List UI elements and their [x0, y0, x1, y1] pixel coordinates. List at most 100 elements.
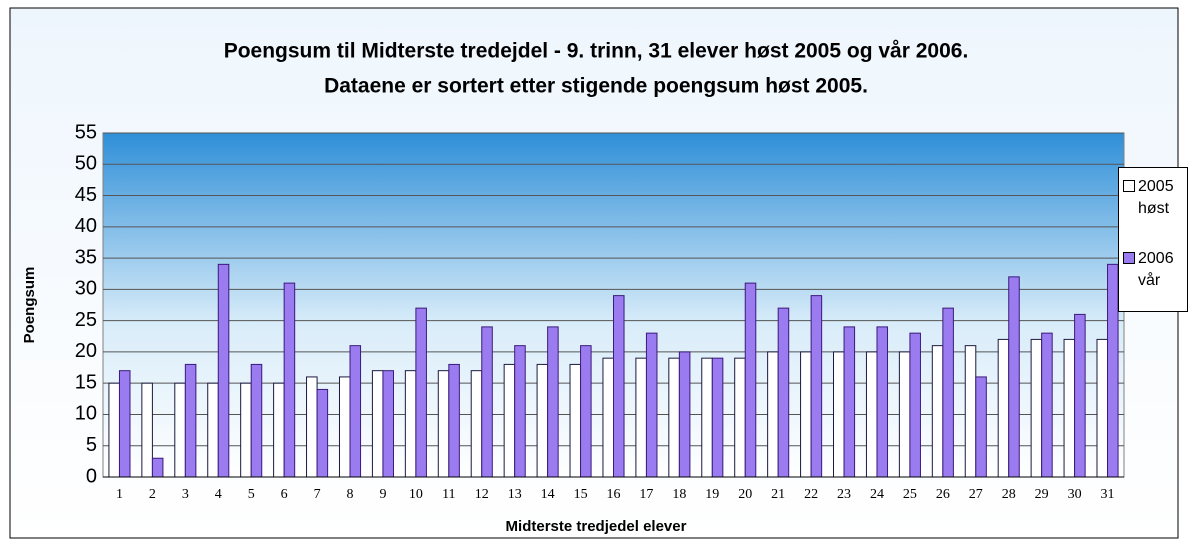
legend-item: 2005 høst	[1123, 176, 1185, 220]
bar	[415, 307, 427, 478]
bar	[338, 376, 351, 478]
bar	[942, 307, 954, 478]
bar	[207, 382, 219, 478]
bar	[1008, 276, 1020, 478]
x-tick-label: 10	[409, 487, 423, 502]
legend-label: 2006 vår	[1138, 250, 1174, 289]
bar	[1107, 263, 1119, 478]
bar	[240, 382, 252, 478]
bar	[865, 351, 878, 478]
x-axis-label: Midterste tredjedel elever	[506, 518, 687, 535]
x-tick-label: 3	[182, 487, 189, 502]
y-tick-label: 30	[75, 278, 97, 300]
x-tick-label: 14	[541, 487, 555, 502]
y-tick-label: 35	[75, 246, 97, 268]
x-tick-label: 9	[379, 487, 386, 502]
chart-subtitle: Dataene er sortert etter stigende poengs…	[324, 75, 868, 98]
bar	[668, 357, 680, 478]
bar	[217, 263, 230, 478]
x-tick-label: 13	[508, 487, 522, 502]
y-tick-label: 55	[75, 121, 97, 143]
bar	[678, 351, 691, 478]
bar	[569, 363, 582, 478]
y-tick-label: 40	[75, 215, 97, 237]
bar	[1030, 338, 1043, 478]
x-tick-label: 11	[442, 487, 455, 502]
bar	[250, 363, 263, 478]
chart-title: Poengsum til Midterste tredejdel - 9. tr…	[224, 40, 969, 63]
x-tick-label: 27	[969, 487, 983, 502]
bar	[470, 370, 483, 478]
bar	[777, 307, 790, 478]
bar	[909, 332, 921, 478]
bar	[931, 345, 944, 478]
bar	[1096, 338, 1109, 478]
y-axis-label: Poengsum	[21, 267, 38, 344]
x-tick-label: 21	[771, 487, 785, 502]
x-tick-label: 7	[314, 487, 321, 502]
legend: 2005 høst 2006 vår	[1118, 167, 1188, 312]
legend-swatch	[1123, 180, 1135, 192]
bar	[514, 345, 526, 478]
legend-item: 2006 vår	[1123, 248, 1185, 292]
bar	[404, 370, 417, 478]
bar	[635, 357, 647, 478]
legend-swatch	[1123, 252, 1135, 264]
bar	[613, 295, 625, 478]
bar	[898, 351, 911, 478]
x-tick-label: 8	[347, 487, 354, 502]
x-tick-label: 26	[936, 487, 950, 502]
bar	[876, 326, 889, 478]
bar	[118, 370, 131, 478]
bar	[316, 388, 329, 478]
bar	[448, 363, 460, 478]
x-tick-label: 24	[870, 487, 884, 502]
bar	[744, 282, 757, 478]
bar	[151, 457, 164, 478]
bar	[767, 351, 779, 478]
bar	[273, 382, 285, 478]
bar	[547, 326, 559, 478]
y-tick-label: 10	[75, 403, 97, 425]
bar	[349, 345, 362, 478]
x-tick-label: 5	[248, 487, 255, 502]
bar	[800, 351, 812, 478]
y-tick-label: 20	[75, 340, 97, 362]
y-tick-label: 50	[75, 153, 97, 175]
bar	[975, 376, 987, 478]
legend-label: 2005 høst	[1138, 178, 1174, 217]
x-tick-label: 16	[607, 487, 621, 502]
x-tick-label: 4	[215, 487, 222, 502]
bar	[481, 326, 493, 478]
x-tick-label: 17	[639, 487, 653, 502]
x-tick-label: 31	[1101, 487, 1115, 502]
bar	[184, 363, 197, 478]
x-tick-label: 19	[705, 487, 719, 502]
bar	[371, 370, 384, 478]
bar	[306, 376, 318, 478]
bar	[997, 338, 1010, 478]
y-tick-label: 25	[75, 309, 97, 331]
bar	[701, 357, 713, 478]
bar	[964, 345, 977, 478]
bar	[108, 382, 120, 478]
bar	[283, 282, 296, 478]
bar	[843, 326, 856, 478]
x-tick-label: 30	[1068, 487, 1082, 502]
bar	[580, 345, 592, 478]
x-tick-label: 6	[281, 487, 288, 502]
x-tick-label: 2	[149, 487, 156, 502]
bar	[503, 363, 516, 478]
bar	[1074, 313, 1086, 478]
bar	[734, 357, 746, 478]
x-tick-label: 18	[672, 487, 686, 502]
bar	[810, 295, 823, 478]
x-tick-label: 25	[903, 487, 917, 502]
x-tick-label: 12	[475, 487, 489, 502]
x-tick-label: 29	[1035, 487, 1049, 502]
x-tick-label: 15	[574, 487, 588, 502]
y-tick-label: 5	[86, 434, 97, 456]
x-tick-label: 1	[116, 487, 123, 502]
